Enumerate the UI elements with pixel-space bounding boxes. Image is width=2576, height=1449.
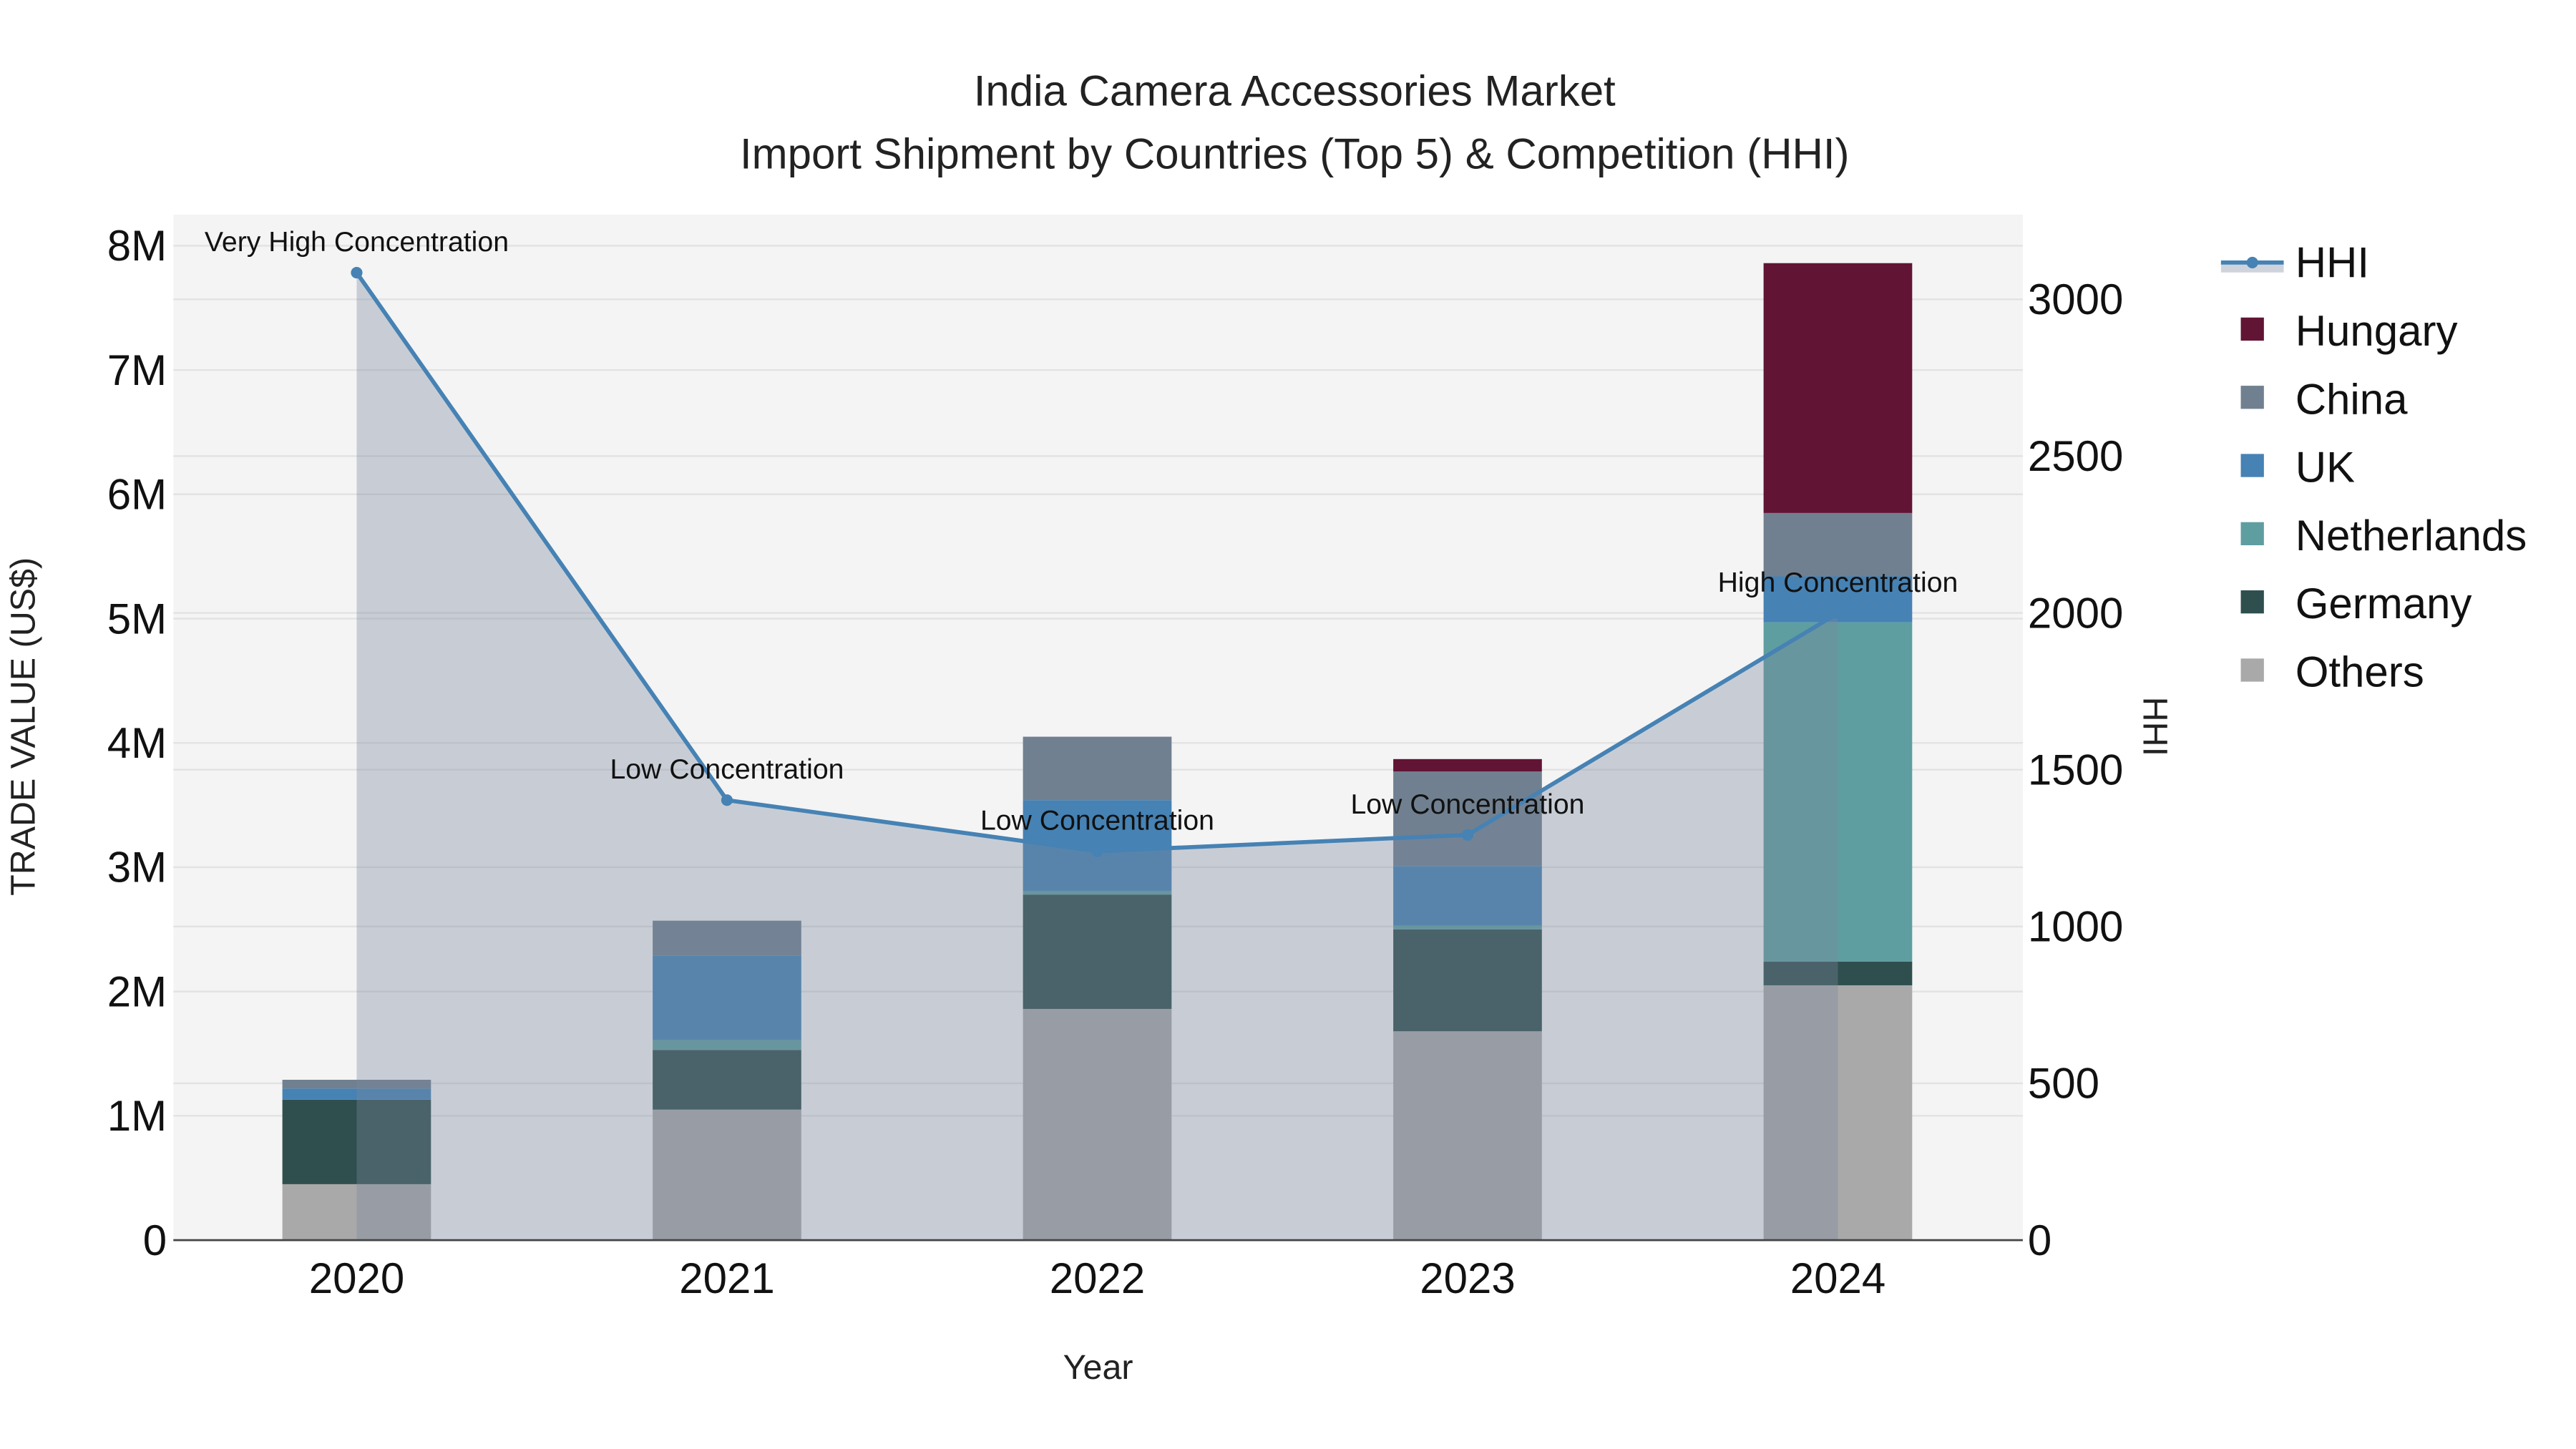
x-tick-label: 2020 xyxy=(309,1254,404,1302)
legend-label-others: Others xyxy=(2296,648,2424,696)
y-tick-label: 5M xyxy=(107,595,167,643)
y-tick-label: 2M xyxy=(107,967,167,1015)
bar-germany-2024 xyxy=(1763,961,1913,985)
legend-label-china: China xyxy=(2296,375,2408,423)
y2-tick-label: 500 xyxy=(2028,1060,2099,1108)
bar-china-2021 xyxy=(653,920,801,956)
bar-china-2023 xyxy=(1393,771,1542,867)
bar-others-2022 xyxy=(1023,1008,1172,1241)
bar-netherlands-2022 xyxy=(1023,890,1172,895)
y-tick-label: 4M xyxy=(107,719,167,767)
x-axis-title: Year xyxy=(1063,1348,1133,1387)
legend-swatch-netherlands xyxy=(2240,522,2264,545)
hhi-point-2021 xyxy=(721,794,733,806)
chart-title: India Camera Accessories Market xyxy=(974,67,1616,115)
legend-label-uk: UK xyxy=(2296,444,2355,492)
x-tick-label: 2021 xyxy=(679,1254,774,1302)
y-tick-label: 1M xyxy=(107,1092,167,1140)
hhi-area xyxy=(356,273,1838,1241)
bar-uk-2023 xyxy=(1393,866,1542,926)
chart-subtitle: Import Shipment by Countries (Top 5) & C… xyxy=(740,130,1850,177)
hhi-line-group: Very High Concentration Low Concentration… xyxy=(205,226,1958,857)
bar-germany-2020 xyxy=(282,1099,431,1184)
bar-germany-2021 xyxy=(653,1050,801,1110)
legend-swatch-others xyxy=(2240,658,2264,682)
hhi-annotation: Low Concentration xyxy=(1350,789,1584,820)
legend-label-netherlands: Netherlands xyxy=(2296,512,2527,560)
hhi-annotation: High Concentration xyxy=(1718,567,1958,598)
bar-china-2022 xyxy=(1023,736,1172,801)
hhi-point-2024 xyxy=(1832,607,1844,620)
bar-hungary-2024 xyxy=(1763,263,1913,513)
legend-swatch-germany xyxy=(2240,590,2264,614)
x-tick-label: 2022 xyxy=(1050,1254,1145,1302)
bar-others-2021 xyxy=(653,1109,801,1241)
bar-hungary-2023 xyxy=(1393,758,1542,772)
x-tick-label: 2023 xyxy=(1420,1254,1515,1302)
legend-label-hungary: Hungary xyxy=(2296,307,2458,355)
hhi-point-2020 xyxy=(351,266,363,279)
legend-label-germany: Germany xyxy=(2296,580,2472,628)
x-tick-label: 2024 xyxy=(1790,1254,1885,1302)
bar-netherlands-2021 xyxy=(653,1040,801,1050)
bar-netherlands-2023 xyxy=(1393,925,1542,930)
bar-germany-2022 xyxy=(1023,894,1172,1009)
y-tick-label: 7M xyxy=(107,346,167,394)
bar-china-2020 xyxy=(282,1079,431,1089)
bar-others-2023 xyxy=(1393,1031,1542,1241)
legend-swatch-hhi-marker xyxy=(2246,256,2258,268)
legend-label-hhi: HHI xyxy=(2296,239,2369,287)
y2-tick-label: 1000 xyxy=(2028,903,2123,951)
legend-swatch-china xyxy=(2240,386,2264,409)
legend-swatch-hungary xyxy=(2240,317,2264,341)
bar-uk-2021 xyxy=(653,955,801,1040)
bar-china-2024 xyxy=(1763,512,1913,577)
y2-tick-label: 0 xyxy=(2028,1216,2051,1264)
bar-netherlands-2024 xyxy=(1763,622,1913,962)
hhi-annotation: Very High Concentration xyxy=(205,226,509,258)
y-tick-label: 8M xyxy=(107,222,167,270)
bar-others-2024 xyxy=(1763,985,1913,1241)
bar-germany-2023 xyxy=(1393,929,1542,1032)
hhi-annotation: Low Concentration xyxy=(610,753,844,785)
bar-others-2020 xyxy=(282,1184,431,1241)
y2-tick-label: 2500 xyxy=(2028,432,2123,480)
y2-tick-label: 2000 xyxy=(2028,589,2123,637)
hhi-annotation: Low Concentration xyxy=(980,805,1214,836)
hhi-area-fill xyxy=(356,273,1838,1241)
bar-uk-2020 xyxy=(282,1088,431,1100)
y-axis-title: TRADE VALUE (US$) xyxy=(4,557,42,896)
hhi-point-2022 xyxy=(1091,845,1103,857)
hhi-point-2023 xyxy=(1461,829,1474,841)
y-tick-label: 6M xyxy=(107,471,167,519)
y2-tick-label: 3000 xyxy=(2028,275,2123,323)
y2-tick-label: 1500 xyxy=(2028,746,2123,794)
y-tick-label: 3M xyxy=(107,844,167,892)
legend: HHI Hungary China UK Netherlands Germany Other… xyxy=(2220,239,2527,696)
y2-axis-title: HHI xyxy=(2135,697,2174,756)
tick-labels: 0 1M 2M 3M 4M 5M 6M 7M 8M 0 500 1000 1500 2000 2500 300… xyxy=(107,222,2124,1302)
y-tick-label: 0 xyxy=(143,1216,167,1264)
legend-swatch-uk xyxy=(2240,454,2264,477)
